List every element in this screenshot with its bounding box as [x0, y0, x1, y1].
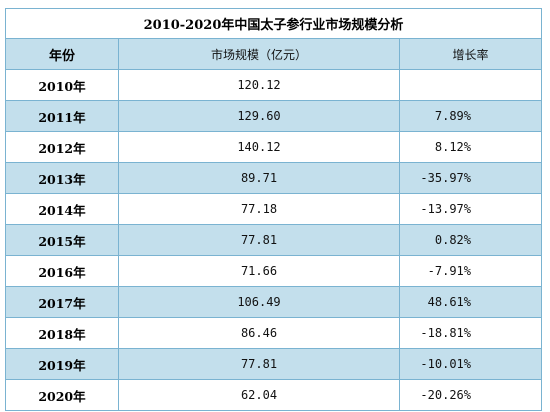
table-row: 2010年 120.12	[5, 69, 542, 101]
market-size-cell: 89.71	[118, 162, 400, 194]
growth-rate-cell: 8.12%	[399, 131, 542, 163]
table-title: 2010-2020年中国太子参行业市场规模分析	[5, 8, 542, 39]
market-size-cell: 140.12	[118, 131, 400, 163]
market-size-cell: 77.81	[118, 348, 400, 380]
year-cell: 2010年	[5, 69, 119, 101]
table-body: 2010年 120.12 2011年 129.60 7.89% 2012年 140.12 8.…	[5, 69, 542, 411]
market-size-cell: 86.46	[118, 317, 400, 349]
growth-rate-cell: -13.97%	[399, 193, 542, 225]
header-market-size: 市场规模（亿元）	[118, 38, 400, 70]
market-size-cell: 71.66	[118, 255, 400, 287]
growth-rate-cell: -7.91%	[399, 255, 542, 287]
header-row: 年份 市场规模（亿元） 增长率	[5, 38, 542, 70]
title-row: 2010-2020年中国太子参行业市场规模分析	[5, 8, 542, 39]
year-cell: 2013年	[5, 162, 119, 194]
market-size-cell: 77.18	[118, 193, 400, 225]
year-cell: 2012年	[5, 131, 119, 163]
table-row: 2015年 77.81 0.82%	[5, 224, 542, 256]
header-growth-rate: 增长率	[399, 38, 542, 70]
table-row: 2018年 86.46 -18.81%	[5, 317, 542, 349]
growth-rate-cell: 7.89%	[399, 100, 542, 132]
growth-rate-cell: 0.82%	[399, 224, 542, 256]
market-size-table-container: 2010-2020年中国太子参行业市场规模分析 年份 市场规模（亿元） 增长率 …	[5, 8, 542, 411]
table-row: 2013年 89.71 -35.97%	[5, 162, 542, 194]
growth-rate-cell: -20.26%	[399, 379, 542, 411]
table-row: 2017年 106.49 48.61%	[5, 286, 542, 318]
market-size-cell: 106.49	[118, 286, 400, 318]
market-size-cell: 120.12	[118, 69, 400, 101]
table-row: 2019年 77.81 -10.01%	[5, 348, 542, 380]
year-cell: 2020年	[5, 379, 119, 411]
table-row: 2012年 140.12 8.12%	[5, 131, 542, 163]
year-cell: 2019年	[5, 348, 119, 380]
year-cell: 2015年	[5, 224, 119, 256]
table-row: 2020年 62.04 -20.26%	[5, 379, 542, 411]
growth-rate-cell: -18.81%	[399, 317, 542, 349]
header-year: 年份	[5, 38, 119, 70]
growth-rate-cell	[399, 69, 542, 101]
year-cell: 2016年	[5, 255, 119, 287]
year-cell: 2014年	[5, 193, 119, 225]
table-row: 2011年 129.60 7.89%	[5, 100, 542, 132]
market-size-cell: 129.60	[118, 100, 400, 132]
growth-rate-cell: -35.97%	[399, 162, 542, 194]
table-row: 2014年 77.18 -13.97%	[5, 193, 542, 225]
market-size-table: 2010-2020年中国太子参行业市场规模分析 年份 市场规模（亿元） 增长率 …	[5, 8, 542, 411]
table-row: 2016年 71.66 -7.91%	[5, 255, 542, 287]
year-cell: 2011年	[5, 100, 119, 132]
market-size-cell: 77.81	[118, 224, 400, 256]
growth-rate-cell: 48.61%	[399, 286, 542, 318]
market-size-cell: 62.04	[118, 379, 400, 411]
year-cell: 2017年	[5, 286, 119, 318]
growth-rate-cell: -10.01%	[399, 348, 542, 380]
year-cell: 2018年	[5, 317, 119, 349]
